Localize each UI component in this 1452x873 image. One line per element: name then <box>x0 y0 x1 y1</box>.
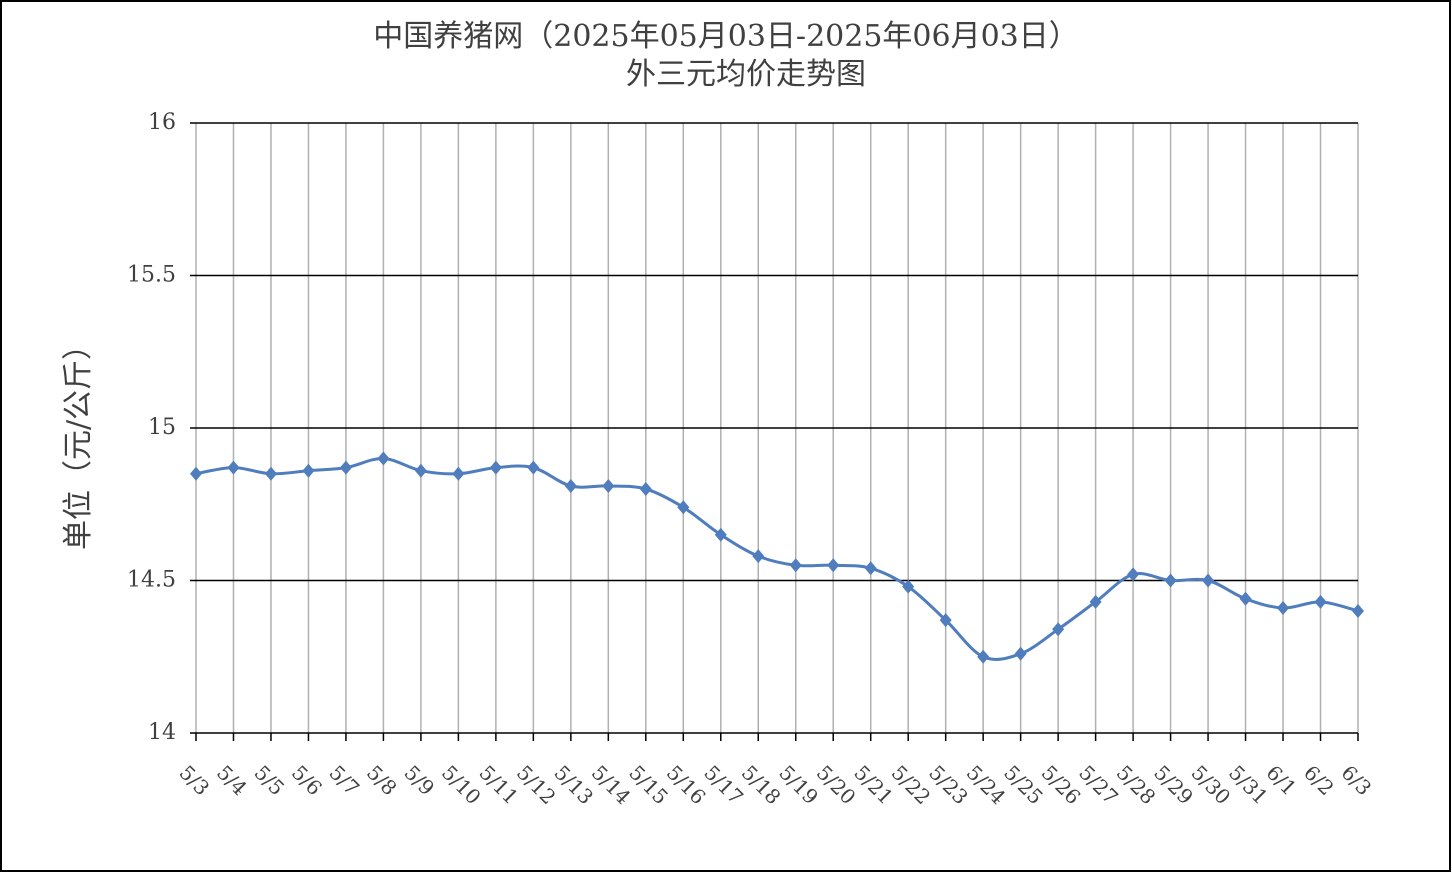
y-tick-label: 15 <box>148 415 176 440</box>
marker <box>789 558 802 573</box>
marker <box>602 478 615 493</box>
marker <box>752 549 765 564</box>
marker <box>264 466 277 481</box>
marker <box>564 478 577 493</box>
marker <box>1352 604 1364 618</box>
marker <box>977 649 990 664</box>
marker <box>902 579 915 594</box>
marker <box>677 500 690 515</box>
marker <box>1052 622 1065 637</box>
marker <box>939 613 952 628</box>
marker <box>227 460 240 475</box>
chart-subtitle: 外三元均价走势图 <box>626 57 866 92</box>
marker <box>714 527 727 542</box>
marker <box>1277 600 1290 615</box>
y-tick-label: 14 <box>148 720 176 745</box>
marker <box>1164 573 1177 588</box>
y-tick-label: 15.5 <box>127 263 176 288</box>
marker <box>190 466 202 481</box>
marker <box>1314 594 1327 609</box>
y-axis-label: 单位（元/公斤） <box>61 330 96 550</box>
y-tick-label: 14.5 <box>127 568 176 593</box>
marker <box>827 558 840 573</box>
marker <box>639 482 652 496</box>
marker <box>1089 594 1102 609</box>
marker <box>527 460 540 475</box>
marker <box>377 451 390 466</box>
marker <box>414 463 427 478</box>
marker <box>1239 591 1252 606</box>
marker <box>489 460 502 475</box>
marker <box>1202 573 1215 588</box>
marker <box>339 460 352 475</box>
marker <box>1014 646 1027 661</box>
chart-title: 中国养猪网（2025年05月03日-2025年06月03日） <box>373 19 1079 54</box>
marker <box>452 466 465 481</box>
marker <box>302 463 315 478</box>
y-tick-label: 16 <box>148 110 176 135</box>
marker <box>864 561 877 576</box>
marker <box>1127 567 1140 582</box>
